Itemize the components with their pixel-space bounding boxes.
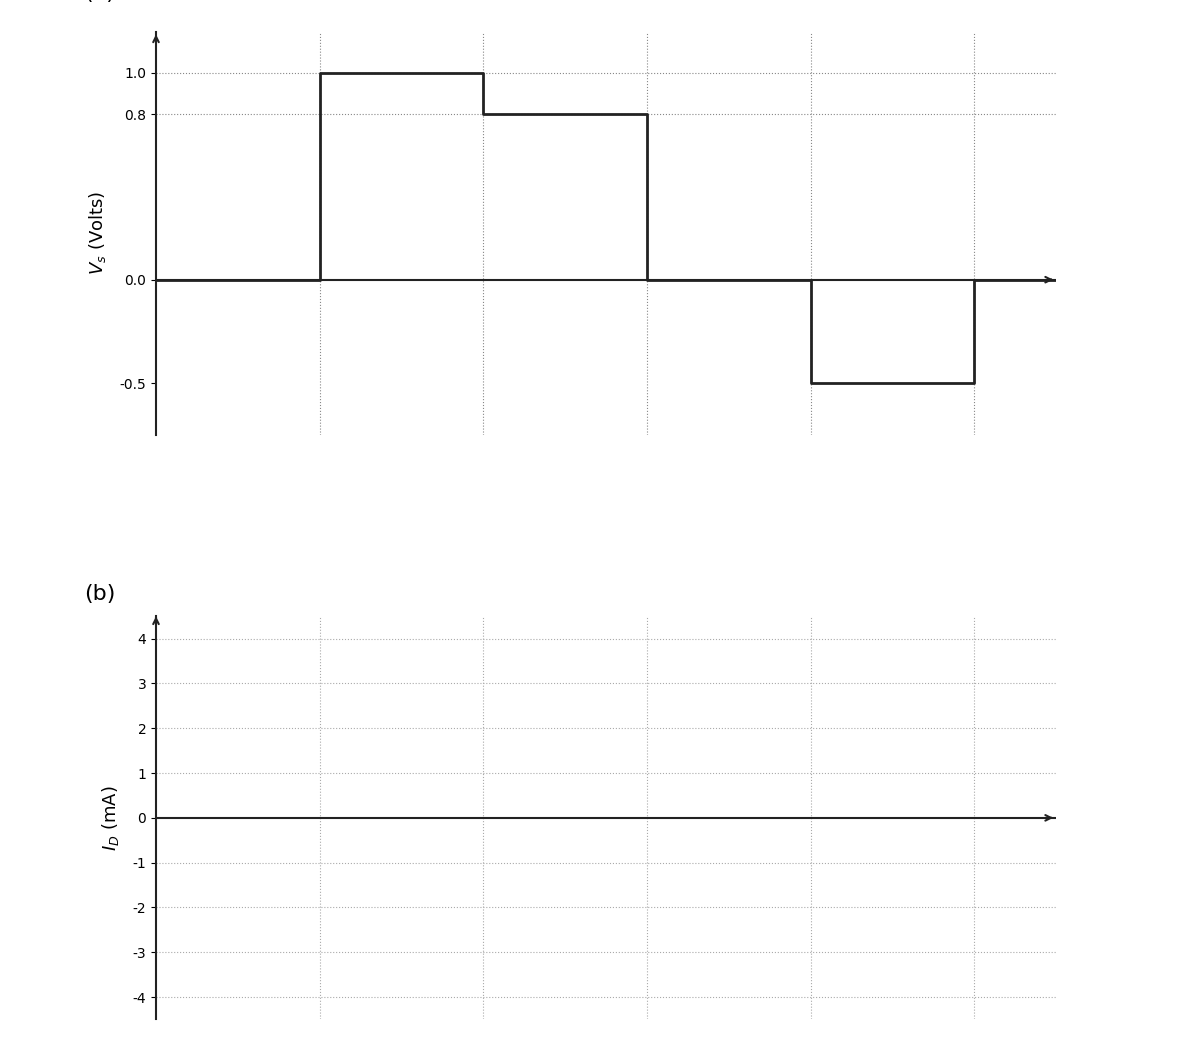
Text: (b): (b): [84, 584, 115, 604]
Y-axis label: $I_D$ (mA): $I_D$ (mA): [101, 785, 121, 850]
Text: (a): (a): [84, 0, 115, 3]
Y-axis label: $V_s$ (Volts): $V_s$ (Volts): [88, 191, 108, 275]
